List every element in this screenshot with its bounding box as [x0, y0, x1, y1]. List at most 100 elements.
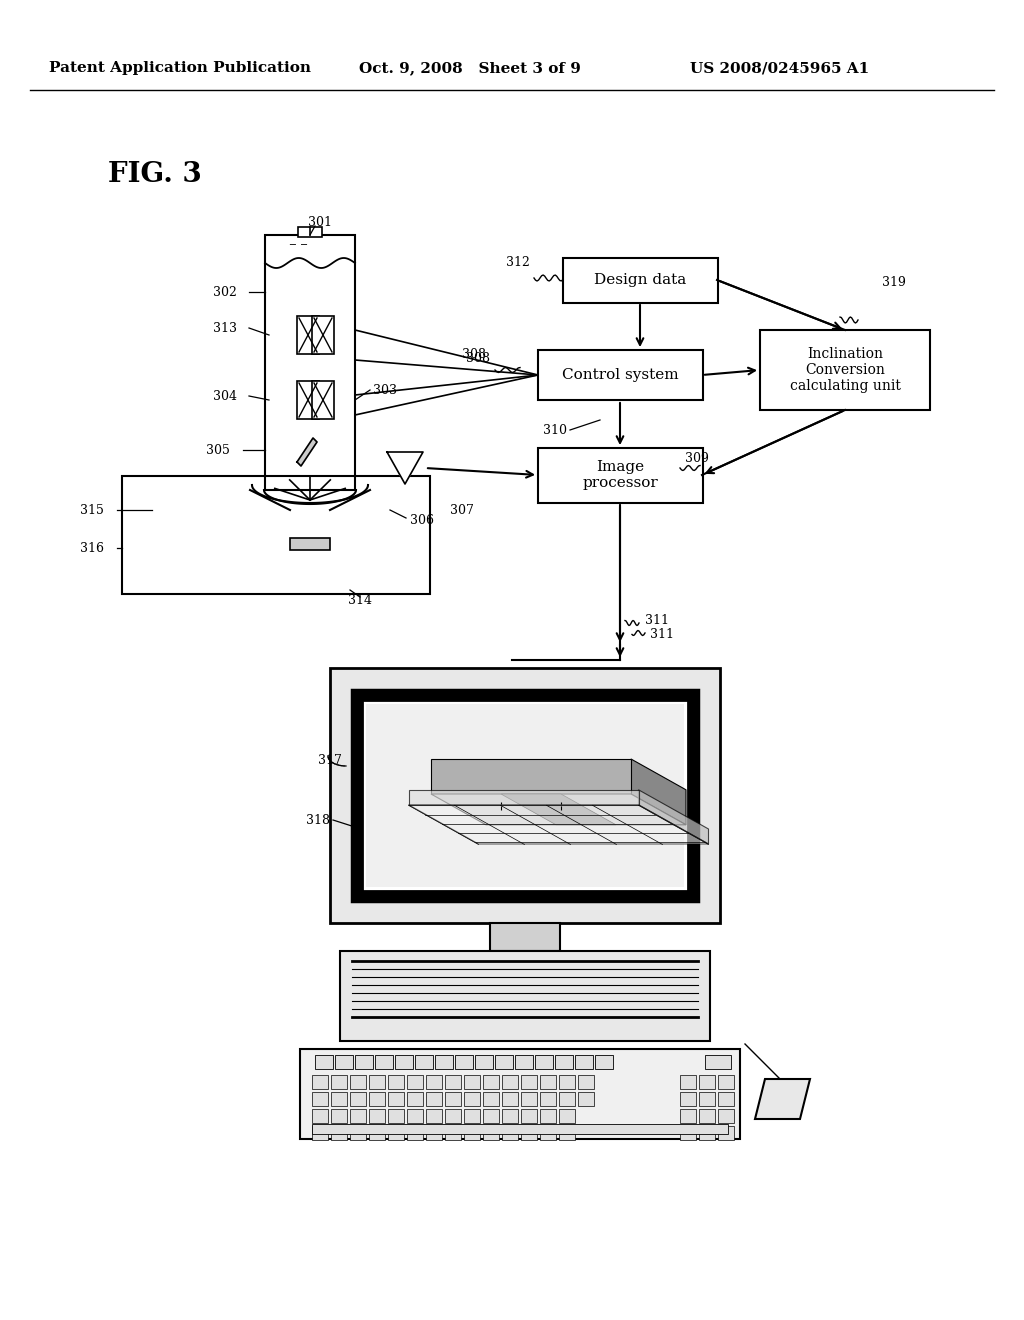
- Bar: [312, 315, 334, 354]
- Bar: [335, 1055, 353, 1069]
- Text: Image
processor: Image processor: [582, 459, 657, 490]
- Bar: [426, 1126, 442, 1140]
- Polygon shape: [431, 795, 686, 825]
- Text: 312: 312: [506, 256, 530, 268]
- Bar: [369, 1092, 385, 1106]
- Bar: [122, 477, 430, 594]
- Bar: [464, 1092, 480, 1106]
- Bar: [388, 1126, 404, 1140]
- Bar: [315, 1055, 333, 1069]
- Bar: [699, 1092, 715, 1106]
- Text: ─  ─: ─ ─: [289, 240, 307, 249]
- Bar: [538, 350, 703, 400]
- Bar: [312, 1109, 328, 1123]
- Bar: [540, 1092, 556, 1106]
- Text: 308: 308: [466, 351, 490, 364]
- Bar: [699, 1074, 715, 1089]
- Text: US 2008/0245965 A1: US 2008/0245965 A1: [690, 61, 869, 75]
- Polygon shape: [755, 1078, 810, 1119]
- Bar: [330, 668, 720, 923]
- Bar: [350, 1092, 366, 1106]
- Bar: [540, 1126, 556, 1140]
- Text: 311: 311: [650, 628, 674, 642]
- Bar: [464, 1074, 480, 1089]
- Bar: [369, 1109, 385, 1123]
- Bar: [680, 1109, 696, 1123]
- Bar: [521, 1074, 537, 1089]
- Bar: [502, 1126, 518, 1140]
- Text: Design data: Design data: [594, 273, 686, 286]
- Text: 305: 305: [206, 444, 230, 457]
- Bar: [680, 1074, 696, 1089]
- Bar: [483, 1109, 499, 1123]
- Polygon shape: [431, 759, 631, 795]
- Bar: [475, 1055, 493, 1069]
- Bar: [464, 1126, 480, 1140]
- Bar: [290, 539, 330, 550]
- Bar: [760, 330, 930, 411]
- Bar: [563, 257, 718, 304]
- Text: 319: 319: [882, 276, 906, 289]
- Bar: [445, 1126, 461, 1140]
- Bar: [718, 1126, 734, 1140]
- Text: 316: 316: [80, 541, 104, 554]
- Bar: [535, 1055, 553, 1069]
- Bar: [366, 704, 684, 887]
- Bar: [483, 1126, 499, 1140]
- Bar: [540, 1109, 556, 1123]
- Bar: [495, 1055, 513, 1069]
- Bar: [426, 1074, 442, 1089]
- Bar: [350, 1126, 366, 1140]
- Bar: [445, 1074, 461, 1089]
- Bar: [540, 1074, 556, 1089]
- Bar: [312, 1125, 728, 1134]
- Bar: [502, 1074, 518, 1089]
- Bar: [355, 1055, 373, 1069]
- Bar: [680, 1126, 696, 1140]
- Text: Control system: Control system: [562, 368, 678, 381]
- Bar: [265, 235, 355, 490]
- Bar: [575, 1055, 593, 1069]
- Text: 310: 310: [543, 424, 567, 437]
- Text: 308: 308: [462, 348, 486, 362]
- Bar: [331, 1109, 347, 1123]
- Bar: [312, 1126, 328, 1140]
- Bar: [559, 1074, 575, 1089]
- Bar: [331, 1092, 347, 1106]
- Bar: [415, 1055, 433, 1069]
- Bar: [718, 1092, 734, 1106]
- Bar: [559, 1109, 575, 1123]
- Polygon shape: [501, 795, 616, 825]
- Polygon shape: [297, 438, 317, 466]
- Text: 315: 315: [80, 503, 104, 516]
- Bar: [297, 315, 319, 354]
- Bar: [426, 1109, 442, 1123]
- Polygon shape: [409, 789, 639, 805]
- Bar: [521, 1109, 537, 1123]
- Text: 317: 317: [318, 754, 342, 767]
- Text: 318: 318: [306, 813, 330, 826]
- Bar: [555, 1055, 573, 1069]
- Text: FIG. 3: FIG. 3: [109, 161, 202, 189]
- Bar: [445, 1092, 461, 1106]
- Text: 311: 311: [645, 614, 669, 627]
- Bar: [502, 1092, 518, 1106]
- Bar: [298, 227, 322, 238]
- Polygon shape: [631, 759, 686, 825]
- Bar: [331, 1126, 347, 1140]
- Bar: [388, 1092, 404, 1106]
- Bar: [699, 1109, 715, 1123]
- Bar: [521, 1126, 537, 1140]
- Bar: [578, 1092, 594, 1106]
- Text: 313: 313: [213, 322, 237, 334]
- Text: 302: 302: [213, 285, 237, 298]
- Text: 307: 307: [450, 503, 474, 516]
- Bar: [521, 1092, 537, 1106]
- Bar: [538, 447, 703, 503]
- Bar: [445, 1109, 461, 1123]
- Bar: [388, 1074, 404, 1089]
- Text: Patent Application Publication: Patent Application Publication: [49, 61, 311, 75]
- Text: 309: 309: [685, 451, 709, 465]
- Bar: [435, 1055, 453, 1069]
- Bar: [455, 1055, 473, 1069]
